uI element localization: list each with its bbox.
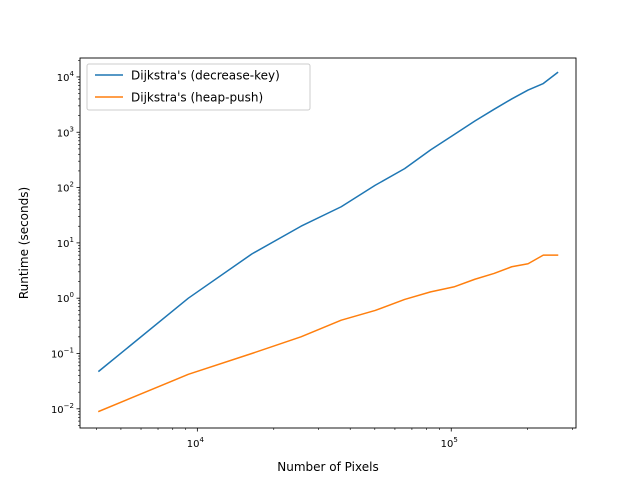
plot-frame: [79, 57, 577, 429]
y-tick-exponent: 4: [70, 70, 75, 78]
y-tick-base: 10: [57, 128, 70, 139]
x-tick-label: 105: [441, 436, 458, 450]
y-axis-label: Runtime (seconds): [17, 187, 31, 299]
y-tick-label: 10−2: [51, 402, 74, 416]
y-tick-label: 102: [57, 181, 74, 195]
y-tick-label: 101: [57, 236, 74, 250]
x-axis-label: Number of Pixels: [277, 460, 378, 474]
legend: Dijkstra's (decrease-key) Dijkstra's (he…: [86, 63, 311, 111]
y-tick-exponent: 2: [70, 181, 74, 189]
y-tick-base: 10: [57, 239, 70, 250]
y-tick-exponent: 1: [70, 236, 74, 244]
x-tick-base: 10: [187, 439, 200, 450]
y-tick-exponent: 0: [70, 291, 74, 299]
legend-label-heap-push: Dijkstra's (heap-push): [131, 91, 263, 105]
x-tick-exponent: 5: [453, 436, 457, 444]
x-tick-base: 10: [441, 439, 454, 450]
y-tick-label: 100: [57, 291, 74, 305]
y-tick-base: 10: [57, 73, 70, 84]
series-line-0: [97, 71, 559, 373]
series-line-1: [97, 254, 559, 413]
y-tick-base: 10: [57, 184, 70, 195]
x-tick-exponent: 4: [199, 436, 204, 444]
y-tick-exponent: −1: [64, 347, 74, 355]
y-tick-exponent: −2: [64, 402, 74, 410]
y-tick-label: 10−1: [51, 347, 74, 361]
y-tick-exponent: 3: [70, 125, 74, 133]
y-tick-label: 104: [57, 70, 75, 84]
legend-box: [86, 63, 311, 111]
x-tick-label: 104: [187, 436, 205, 450]
y-tick-base: 10: [51, 405, 64, 416]
y-tick-base: 10: [51, 350, 64, 361]
y-tick-label: 103: [57, 125, 74, 139]
legend-label-decrease-key: Dijkstra's (decrease-key): [131, 69, 280, 83]
series-layer: [97, 71, 559, 413]
y-tick-base: 10: [57, 294, 70, 305]
